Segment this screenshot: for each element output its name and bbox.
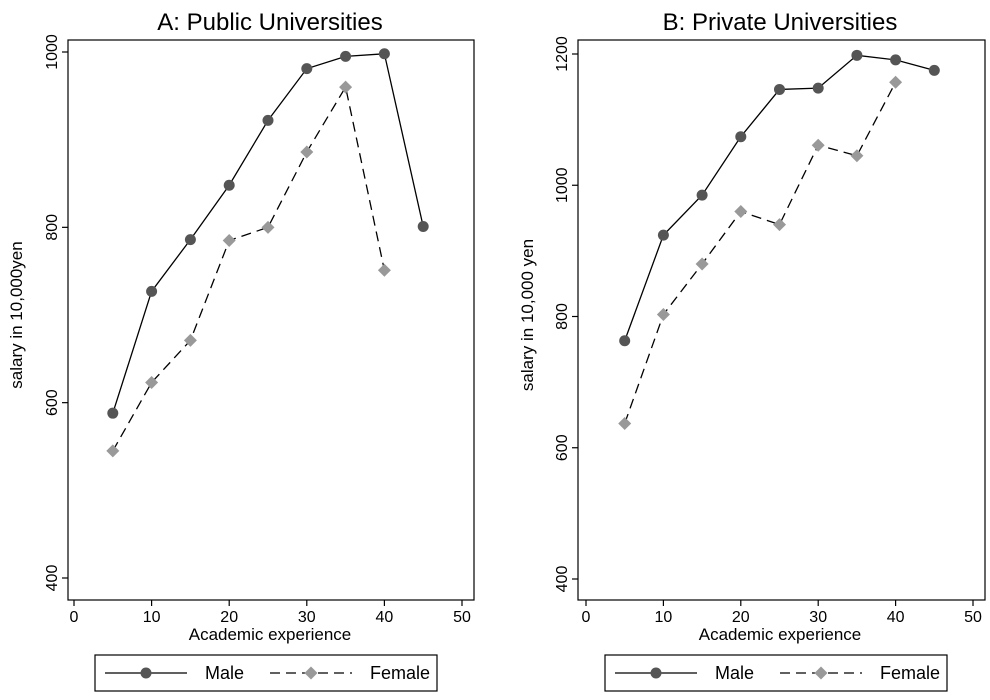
y-tick-label: 400 — [44, 565, 61, 592]
data-point-male — [696, 189, 708, 201]
data-point-male — [851, 49, 863, 61]
data-point-male — [378, 48, 390, 60]
data-point-male — [262, 114, 274, 126]
x-tick-label: 40 — [887, 609, 905, 626]
x-tick-label: 20 — [732, 609, 750, 626]
y-tick-label: 1000 — [554, 167, 571, 203]
y-tick-label: 800 — [554, 303, 571, 330]
plot-frame — [67, 39, 475, 601]
panel-private-universities: B: Private Universities Academic experie… — [518, 9, 986, 692]
x-tick-label: 10 — [655, 609, 673, 626]
data-point-female — [734, 205, 748, 218]
legend: Male Female — [94, 654, 438, 692]
data-point-male — [301, 63, 313, 75]
legend-marker-male — [650, 667, 662, 679]
y-axis-label-private: salary in 10,000 yen — [518, 239, 537, 391]
x-tick-label: 30 — [298, 609, 316, 626]
legend-label-female: Female — [880, 663, 940, 683]
data-point-female — [145, 376, 159, 390]
x-tick-label: 50 — [964, 609, 982, 626]
x-axis-label-private: Academic experience — [699, 625, 862, 644]
y-tick-label: 1200 — [554, 36, 571, 72]
data-point-female — [261, 220, 275, 234]
panel-public-universities: A: Public Universities Academic experien… — [7, 9, 475, 692]
y-tick-label: 600 — [554, 434, 571, 461]
data-point-male — [812, 82, 824, 94]
data-point-female — [773, 218, 786, 232]
x-tick-label: 0 — [582, 609, 591, 626]
data-point-male — [184, 234, 196, 246]
data-point-male — [340, 50, 352, 62]
series-line-female — [624, 81, 897, 424]
y-axis-label-public: salary in 10,000yen — [7, 241, 26, 388]
y-tick-label: 400 — [554, 566, 571, 593]
x-tick-label: 40 — [376, 609, 394, 626]
data-point-male — [223, 179, 235, 191]
x-tick-label: 30 — [809, 609, 827, 626]
chart-title-private: B: Private Universities — [663, 9, 898, 36]
data-point-male — [146, 285, 158, 297]
data-point-female — [656, 308, 670, 322]
data-point-female — [850, 149, 864, 163]
x-tick-label: 0 — [70, 609, 79, 626]
data-point-female — [377, 263, 391, 277]
x-tick-label: 20 — [220, 609, 238, 626]
x-tick-label: 10 — [143, 609, 161, 626]
legend: Male Female — [604, 654, 948, 692]
y-tick-label: 1000 — [44, 34, 61, 70]
legend-marker-male — [140, 667, 152, 679]
legend-label-male: Male — [715, 663, 754, 683]
data-point-female — [222, 233, 236, 247]
data-point-male — [107, 407, 119, 419]
x-axis-label-public: Academic experience — [189, 625, 352, 644]
data-point-female — [695, 257, 709, 271]
data-point-male — [417, 220, 429, 232]
data-point-male — [928, 64, 940, 76]
data-point-female — [811, 138, 825, 152]
y-tick-label: 800 — [44, 214, 61, 241]
y-tick-label: 600 — [44, 389, 61, 416]
plot-frame — [577, 39, 986, 601]
data-point-male — [735, 131, 747, 143]
legend-label-female: Female — [370, 663, 430, 683]
data-point-female — [106, 444, 120, 458]
x-tick-label: 50 — [453, 609, 471, 626]
series-line-male — [624, 54, 935, 342]
legend-marker-female — [814, 666, 828, 680]
chart-title-public: A: Public Universities — [157, 9, 382, 36]
data-point-female — [300, 145, 314, 159]
data-point-male — [890, 54, 902, 66]
data-point-male — [657, 229, 669, 241]
data-point-female — [183, 333, 197, 347]
data-point-female — [889, 75, 903, 89]
data-point-female — [339, 80, 353, 94]
series-line-female — [112, 85, 386, 452]
legend-label-male: Male — [205, 663, 244, 683]
data-point-female — [618, 416, 632, 430]
data-point-male — [619, 335, 631, 347]
legend-marker-female — [304, 666, 318, 680]
data-point-male — [774, 83, 785, 95]
